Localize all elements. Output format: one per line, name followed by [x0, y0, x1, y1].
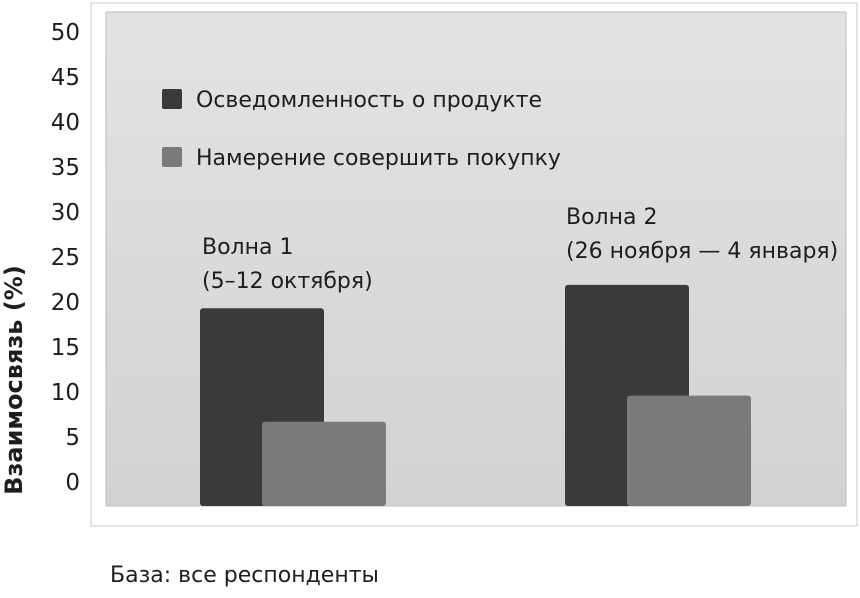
- y-tick-label: 45: [51, 65, 80, 91]
- y-tick-label: 50: [51, 20, 80, 46]
- y-tick-label: 0: [65, 470, 80, 496]
- y-tick-label: 25: [51, 245, 80, 271]
- legend-label: Намерение совершить покупку: [196, 146, 561, 171]
- y-tick-label: 40: [51, 110, 80, 136]
- category-label: (26 ноября — 4 января): [566, 239, 838, 264]
- legend-swatch: [162, 89, 182, 109]
- base-note: База: все респонденты: [110, 563, 379, 588]
- bar: [627, 395, 751, 506]
- y-tick-label: 20: [51, 290, 80, 316]
- bars: [200, 284, 751, 506]
- y-tick-label: 15: [51, 335, 80, 361]
- category-label: Волна 2: [566, 205, 657, 230]
- y-tick-label: 35: [51, 155, 80, 181]
- y-tick-label: 5: [65, 425, 80, 451]
- group-labels: Волна 1 (5–12 октября) Волна 2 (26 ноября —…: [202, 205, 838, 294]
- legend-label: Осведомленность о продукте: [196, 88, 542, 113]
- category-label: Волна 1: [202, 235, 293, 260]
- y-tick-label: 10: [51, 380, 80, 406]
- legend: Осведомленность о продукте Намерение сове…: [162, 88, 561, 171]
- bar: [262, 421, 386, 506]
- y-axis-label: Взаимосвязь (%): [0, 265, 28, 495]
- legend-swatch: [162, 147, 182, 167]
- y-axis-ticks: 0 5 10 15 20 25 30 35 40 45 50: [51, 20, 80, 496]
- chart: 0 5 10 15 20 25 30 35 40 45 50 Взаимосвязь (%) Осв…: [0, 2, 858, 527]
- y-tick-label: 30: [51, 200, 80, 226]
- category-label: (5–12 октября): [202, 269, 373, 294]
